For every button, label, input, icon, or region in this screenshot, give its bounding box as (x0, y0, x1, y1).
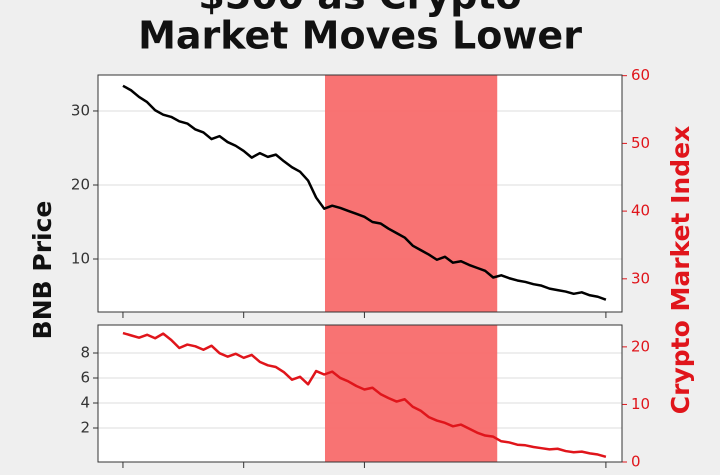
y-tick-label: 30 (71, 101, 90, 119)
y-tick-label: 10 (71, 250, 90, 268)
panel-border (97, 324, 623, 463)
y2-tick-label: 60 (631, 66, 650, 84)
y-axis-label: BNB Price (28, 201, 57, 340)
highlight-span (324, 325, 498, 462)
y2-tick-label: 50 (631, 134, 650, 152)
y2-axis-label: Crypto Market Index (666, 126, 695, 414)
chart-title: Market Moves Lower (138, 14, 582, 58)
y2-tick-label: 10 (631, 395, 650, 413)
y2-tick-label: 30 (631, 269, 650, 287)
y-tick-label: 4 (80, 394, 90, 412)
y-tick-label: 20 (71, 175, 90, 193)
y-tick-label: 2 (80, 419, 90, 437)
y2-tick-label: 0 (631, 453, 641, 471)
panel-border (97, 74, 623, 313)
y-tick-label: 6 (80, 369, 90, 387)
chart-title-line: $500 as Crypto (198, 0, 521, 18)
data-line (122, 84, 607, 301)
y2-tick-label: 20 (631, 337, 650, 355)
y-tick-label: 8 (80, 344, 90, 362)
highlight-span (324, 75, 498, 312)
data-line (122, 331, 607, 459)
y2-tick-label: 40 (631, 202, 650, 220)
